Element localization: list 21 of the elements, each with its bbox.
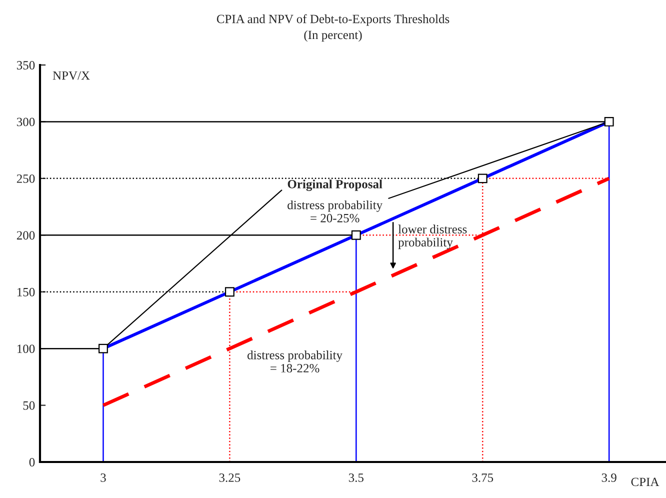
annotation: distress probability = 18-22% bbox=[247, 350, 342, 372]
x-tick-label: 3.9 bbox=[602, 474, 616, 482]
chart-subtitle: (In percent) bbox=[304, 30, 362, 42]
y-tick-label: 300 bbox=[16, 118, 35, 126]
y-tick-label: 350 bbox=[16, 61, 35, 70]
y-tick-label: 150 bbox=[17, 288, 35, 296]
annotation: Original Proposal bbox=[288, 180, 382, 192]
y-tick-label: 50 bbox=[23, 401, 35, 410]
y-tick-label: 200 bbox=[16, 231, 35, 240]
x-tick-label: 3.5 bbox=[348, 474, 364, 482]
y-tick-label: 100 bbox=[17, 344, 35, 354]
y-tick-label: 0 bbox=[29, 458, 35, 466]
x-tick-label: 3.25 bbox=[219, 474, 240, 482]
x-tick-label: 3 bbox=[100, 474, 106, 482]
y-axis-title: NPV/X bbox=[52, 71, 90, 80]
chart-title: CPIA and NPV of Debt-to-Exports Thresholds bbox=[216, 14, 450, 26]
annotation: lower distress probability bbox=[398, 224, 467, 250]
x-tick-label: 3.75 bbox=[472, 474, 494, 482]
annotation: distress probability = 20-25% bbox=[288, 200, 383, 222]
y-tick-label: 250 bbox=[16, 174, 35, 183]
x-axis-title: CPIA bbox=[631, 478, 660, 486]
